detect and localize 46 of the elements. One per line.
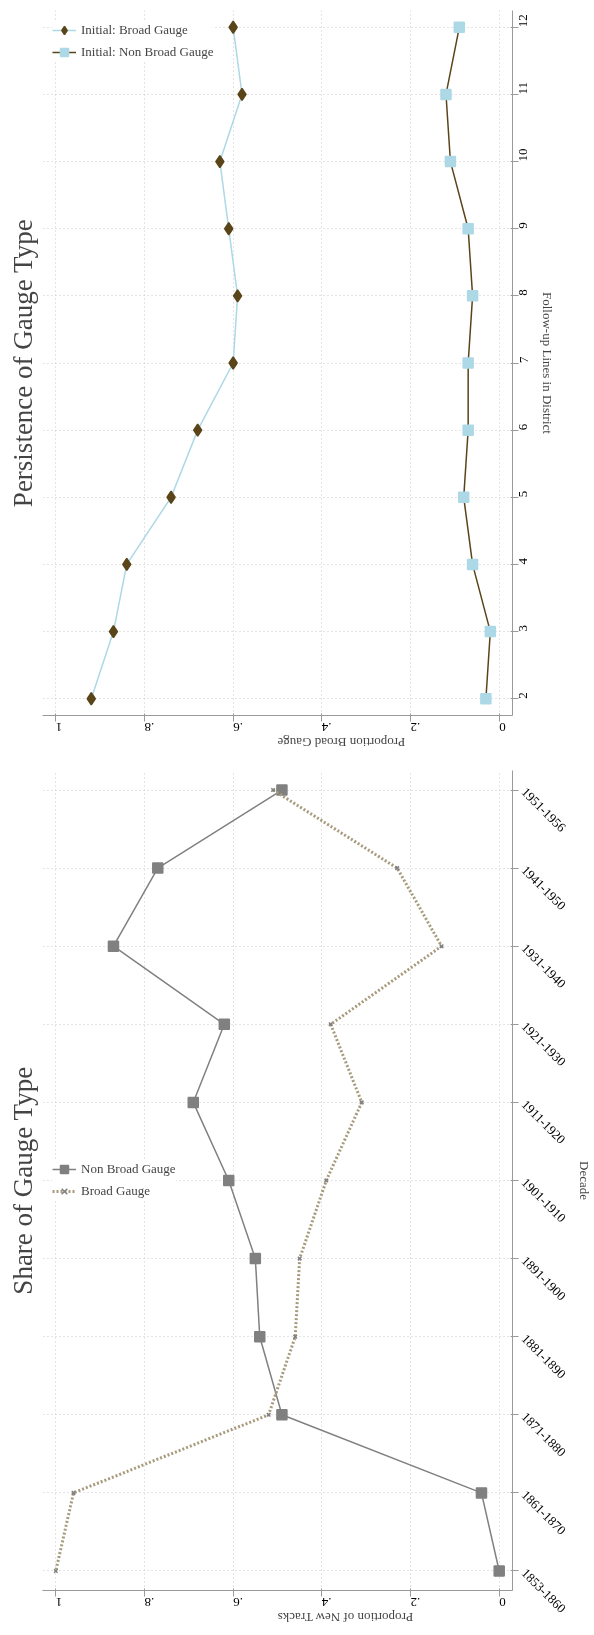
x-tick-label: .6 bbox=[232, 719, 243, 735]
y-tick-label: 11 bbox=[515, 81, 531, 95]
x-tick-label: .4 bbox=[321, 719, 332, 735]
y-tick-label: 4 bbox=[515, 557, 531, 565]
y-tick-label: 2 bbox=[515, 692, 531, 699]
y-tick-label: 3 bbox=[515, 625, 531, 632]
x-tick-label: .8 bbox=[144, 1594, 155, 1610]
point bbox=[218, 1018, 231, 1031]
text: Share of Gauge Type bbox=[7, 1066, 38, 1295]
y-tick-label: 12 bbox=[515, 14, 531, 28]
x-tick-label: .8 bbox=[144, 719, 155, 735]
point bbox=[276, 784, 288, 796]
text: Persistence of Gauge Type bbox=[7, 219, 38, 508]
point bbox=[254, 1330, 266, 1343]
x-tick-label: 0 bbox=[499, 1594, 506, 1610]
x-tick-label: 1 bbox=[55, 719, 63, 735]
point bbox=[249, 1252, 262, 1265]
x-axis-title: Proportion Broad Gauge bbox=[277, 735, 406, 750]
point bbox=[493, 1565, 505, 1577]
y-tick-label: 9 bbox=[515, 222, 531, 229]
x-tick-label: .4 bbox=[321, 1594, 332, 1610]
y-axis-title: Follow-up Lines in District bbox=[539, 292, 555, 435]
legend-label: Broad Gauge bbox=[81, 1183, 150, 1199]
legend-label: Initial: Non Broad Gauge bbox=[81, 44, 214, 60]
point bbox=[222, 1174, 235, 1187]
x-tick-label: .6 bbox=[232, 1594, 243, 1610]
x-tick-label: .2 bbox=[410, 1594, 421, 1610]
x-tick-label: 1 bbox=[55, 1594, 63, 1610]
point bbox=[270, 787, 276, 793]
point bbox=[187, 1096, 199, 1109]
y-tick-label: 10 bbox=[515, 148, 531, 162]
legend-label: Non Broad Gauge bbox=[81, 1161, 176, 1177]
point bbox=[276, 1409, 288, 1421]
point bbox=[475, 1487, 488, 1499]
point bbox=[107, 940, 120, 952]
x-tick-label: 0 bbox=[499, 719, 506, 735]
point bbox=[328, 1021, 334, 1027]
y-tick-label: 5 bbox=[515, 490, 531, 498]
point bbox=[152, 862, 164, 874]
y-axis-title: Decade bbox=[576, 1161, 592, 1201]
y-tick-label: 6 bbox=[515, 423, 531, 431]
x-axis-title: Proportion of New Tracks bbox=[277, 1610, 414, 1625]
y-tick-label: 7 bbox=[515, 356, 531, 363]
legend-label: Initial: Broad Gauge bbox=[81, 22, 188, 38]
x-tick-label: .2 bbox=[410, 719, 421, 735]
y-tick-label: 8 bbox=[515, 289, 531, 296]
